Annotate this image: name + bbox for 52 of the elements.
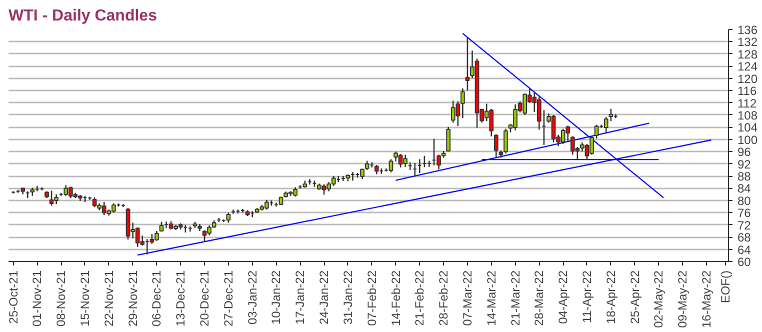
x-tick-label: 17-Jan-22: [293, 270, 308, 325]
y-tick-label: 64: [738, 242, 752, 257]
y-tick-label: 120: [738, 72, 758, 86]
x-tick-label: EOF(): [718, 270, 733, 304]
x-tick-label: 14-Mar-22: [484, 270, 498, 326]
y-tick-label: 92: [738, 157, 752, 172]
x-tick-label: 20-Dec-21: [198, 270, 212, 327]
x-tick-label: 04-Apr-22: [556, 270, 570, 324]
x-tick-label: 29-Nov-21: [126, 270, 140, 327]
y-tick-label: 96: [738, 145, 752, 160]
x-tick-label: 16-May-22: [700, 270, 714, 328]
y-tick-label: 72: [738, 218, 752, 232]
x-tick-label: 10-Jan-22: [269, 270, 284, 325]
x-tick-label: 02-May-22: [652, 270, 666, 328]
x-tick-label: 21-Mar-22: [508, 270, 522, 326]
y-tick-label: 124: [738, 60, 758, 74]
x-tick-label: 08-Nov-21: [54, 270, 68, 327]
x-tick-label: 22-Nov-21: [102, 270, 116, 327]
y-tick-label: 128: [738, 47, 758, 62]
y-tick-label: 88: [738, 170, 752, 184]
x-tick-label: 21-Feb-22: [412, 270, 427, 326]
y-tick-label: 116: [738, 84, 757, 98]
x-tick-label: 24-Jan-22: [317, 270, 332, 325]
x-tick-label: 11-Apr-22: [580, 270, 594, 323]
x-tick-label: 13-Dec-21: [174, 270, 188, 327]
x-tick-label: 07-Feb-22: [364, 270, 379, 326]
y-tick-label: 80: [738, 194, 752, 208]
x-tick-label: 31-Jan-22: [340, 270, 355, 325]
y-tick-label: 112: [738, 96, 757, 110]
x-tick-label: 18-Apr-22: [604, 270, 618, 324]
y-tick-label: 60: [738, 255, 752, 269]
x-tick-label: 06-Dec-21: [150, 270, 164, 327]
x-tick-label: 14-Feb-22: [388, 270, 403, 326]
y-tick-label: 104: [738, 120, 758, 135]
x-tick-label: 03-Jan-22: [245, 270, 260, 325]
x-tick-label: 25-Apr-22: [628, 270, 642, 324]
x-tick-label: 28-Mar-22: [532, 270, 546, 326]
y-tick-label: 108: [738, 108, 758, 122]
x-tick-label: 01-Nov-21: [30, 270, 44, 327]
y-tick-label: 68: [738, 230, 752, 245]
y-tick-label: 132: [738, 35, 758, 50]
x-tick-label: 28-Feb-22: [436, 270, 451, 326]
y-tick-label: 100: [738, 132, 758, 147]
x-tick-label: 09-May-22: [676, 270, 690, 328]
y-tick-label: 136: [738, 23, 758, 37]
x-tick-label: 25-Oct-21: [6, 270, 20, 324]
x-tick-label: 27-Dec-21: [221, 270, 236, 327]
x-tick-label: 15-Nov-21: [78, 270, 92, 327]
x-tick-label: 07-Mar-22: [460, 270, 474, 326]
y-tick-label: 76: [738, 206, 752, 220]
chart-title: WTI - Daily Candles: [8, 8, 158, 24]
y-tick-label: 84: [738, 182, 752, 196]
